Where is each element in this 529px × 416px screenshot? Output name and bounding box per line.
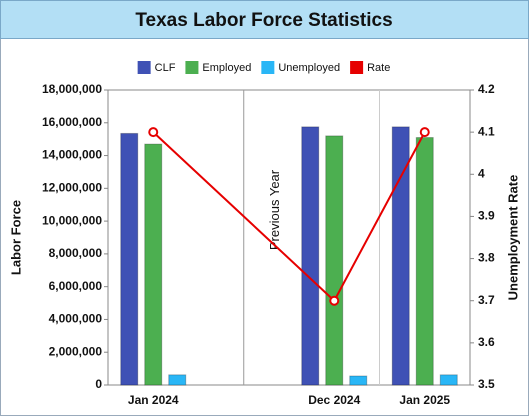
bar xyxy=(168,374,187,386)
y-tick-label: 16,000,000 xyxy=(42,115,102,129)
y2-tick-label: 3.7 xyxy=(478,293,495,307)
annotation: Previous Year xyxy=(267,169,282,250)
legend-swatch xyxy=(261,61,275,74)
rate-point xyxy=(329,295,340,306)
y2-tick-label: 3.6 xyxy=(478,335,495,349)
legend-label: Employed xyxy=(202,62,251,74)
legend-label: Rate xyxy=(367,62,390,74)
legend-swatch xyxy=(185,61,199,74)
legend-swatch xyxy=(137,61,151,74)
y-tick-label: 12,000,000 xyxy=(42,181,102,195)
bar xyxy=(439,374,458,386)
y2-tick-label: 4.2 xyxy=(478,82,495,96)
rate-point xyxy=(419,127,430,138)
y-tick-label: 2,000,000 xyxy=(49,344,103,358)
y-tick-label: 14,000,000 xyxy=(42,148,102,162)
bar xyxy=(325,135,344,386)
bar xyxy=(349,375,368,386)
rate-point xyxy=(148,127,159,138)
bar xyxy=(144,143,163,386)
y2-tick-label: 3.9 xyxy=(478,209,495,223)
bar xyxy=(415,137,434,386)
y-tick-label: 4,000,000 xyxy=(49,312,103,326)
legend-swatch xyxy=(350,61,364,74)
y2-tick-label: 4 xyxy=(478,166,485,180)
plot-area xyxy=(107,89,471,386)
bar xyxy=(120,132,139,386)
y-tick-label: 10,000,000 xyxy=(42,213,102,227)
y2-axis-title: Unemployment Rate xyxy=(505,175,520,301)
y-axis-title: Labor Force xyxy=(8,200,23,275)
title-bar xyxy=(0,0,529,39)
x-tick-label: Jan 2024 xyxy=(128,393,179,407)
y-tick-label: 6,000,000 xyxy=(49,279,103,293)
y-tick-label: 0 xyxy=(95,377,102,391)
y2-tick-label: 3.5 xyxy=(478,377,495,391)
y-tick-label: 8,000,000 xyxy=(49,246,103,260)
y2-tick-label: 4.1 xyxy=(478,124,495,138)
x-tick-label: Jan 2025 xyxy=(399,393,450,407)
chart-title: Texas Labor Force Statistics xyxy=(135,10,392,31)
y2-tick-label: 3.8 xyxy=(478,251,495,265)
bar xyxy=(301,126,320,386)
bar xyxy=(391,126,410,386)
y-tick-label: 18,000,000 xyxy=(42,82,102,96)
x-tick-label: Dec 2024 xyxy=(308,393,360,407)
legend-label: Unemployed xyxy=(278,62,340,74)
legend-label: CLF xyxy=(155,62,176,74)
